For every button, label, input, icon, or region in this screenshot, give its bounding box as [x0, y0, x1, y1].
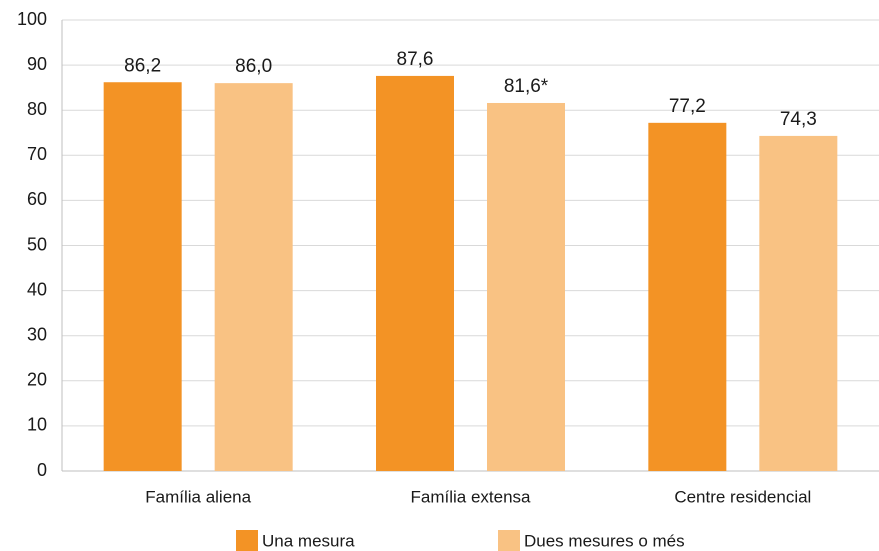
value-label: 77,2 [669, 96, 706, 117]
y-tick-label: 100 [17, 9, 47, 29]
x-tick-label: Centre residencial [674, 487, 811, 506]
x-tick-label: Família aliena [145, 487, 251, 506]
legend-label: Una mesura [262, 531, 355, 550]
y-tick-label: 90 [27, 54, 47, 74]
y-tick-label: 20 [27, 370, 47, 390]
bar [376, 75, 454, 471]
legend-swatch [498, 530, 520, 551]
y-tick-label: 10 [27, 415, 47, 435]
legend-swatch [236, 530, 258, 551]
value-label: 81,6* [504, 76, 549, 97]
value-label: 86,2 [124, 55, 161, 76]
y-tick-label: 60 [27, 189, 47, 209]
y-tick-label: 30 [27, 324, 47, 344]
y-tick-label: 50 [27, 234, 47, 254]
x-tick-label: Família extensa [411, 487, 532, 506]
value-label: 87,6 [397, 49, 434, 70]
bar [103, 82, 182, 471]
bar [648, 122, 727, 471]
bar [487, 102, 565, 471]
legend-label: Dues mesures o més [524, 531, 685, 550]
y-tick-label: 40 [27, 279, 47, 299]
value-label: 74,3 [780, 109, 817, 130]
bar [214, 83, 293, 471]
value-label: 86,0 [235, 56, 272, 77]
y-tick-label: 0 [37, 460, 47, 480]
y-tick-label: 70 [27, 144, 47, 164]
bar [759, 135, 838, 472]
y-tick-label: 80 [27, 99, 47, 119]
